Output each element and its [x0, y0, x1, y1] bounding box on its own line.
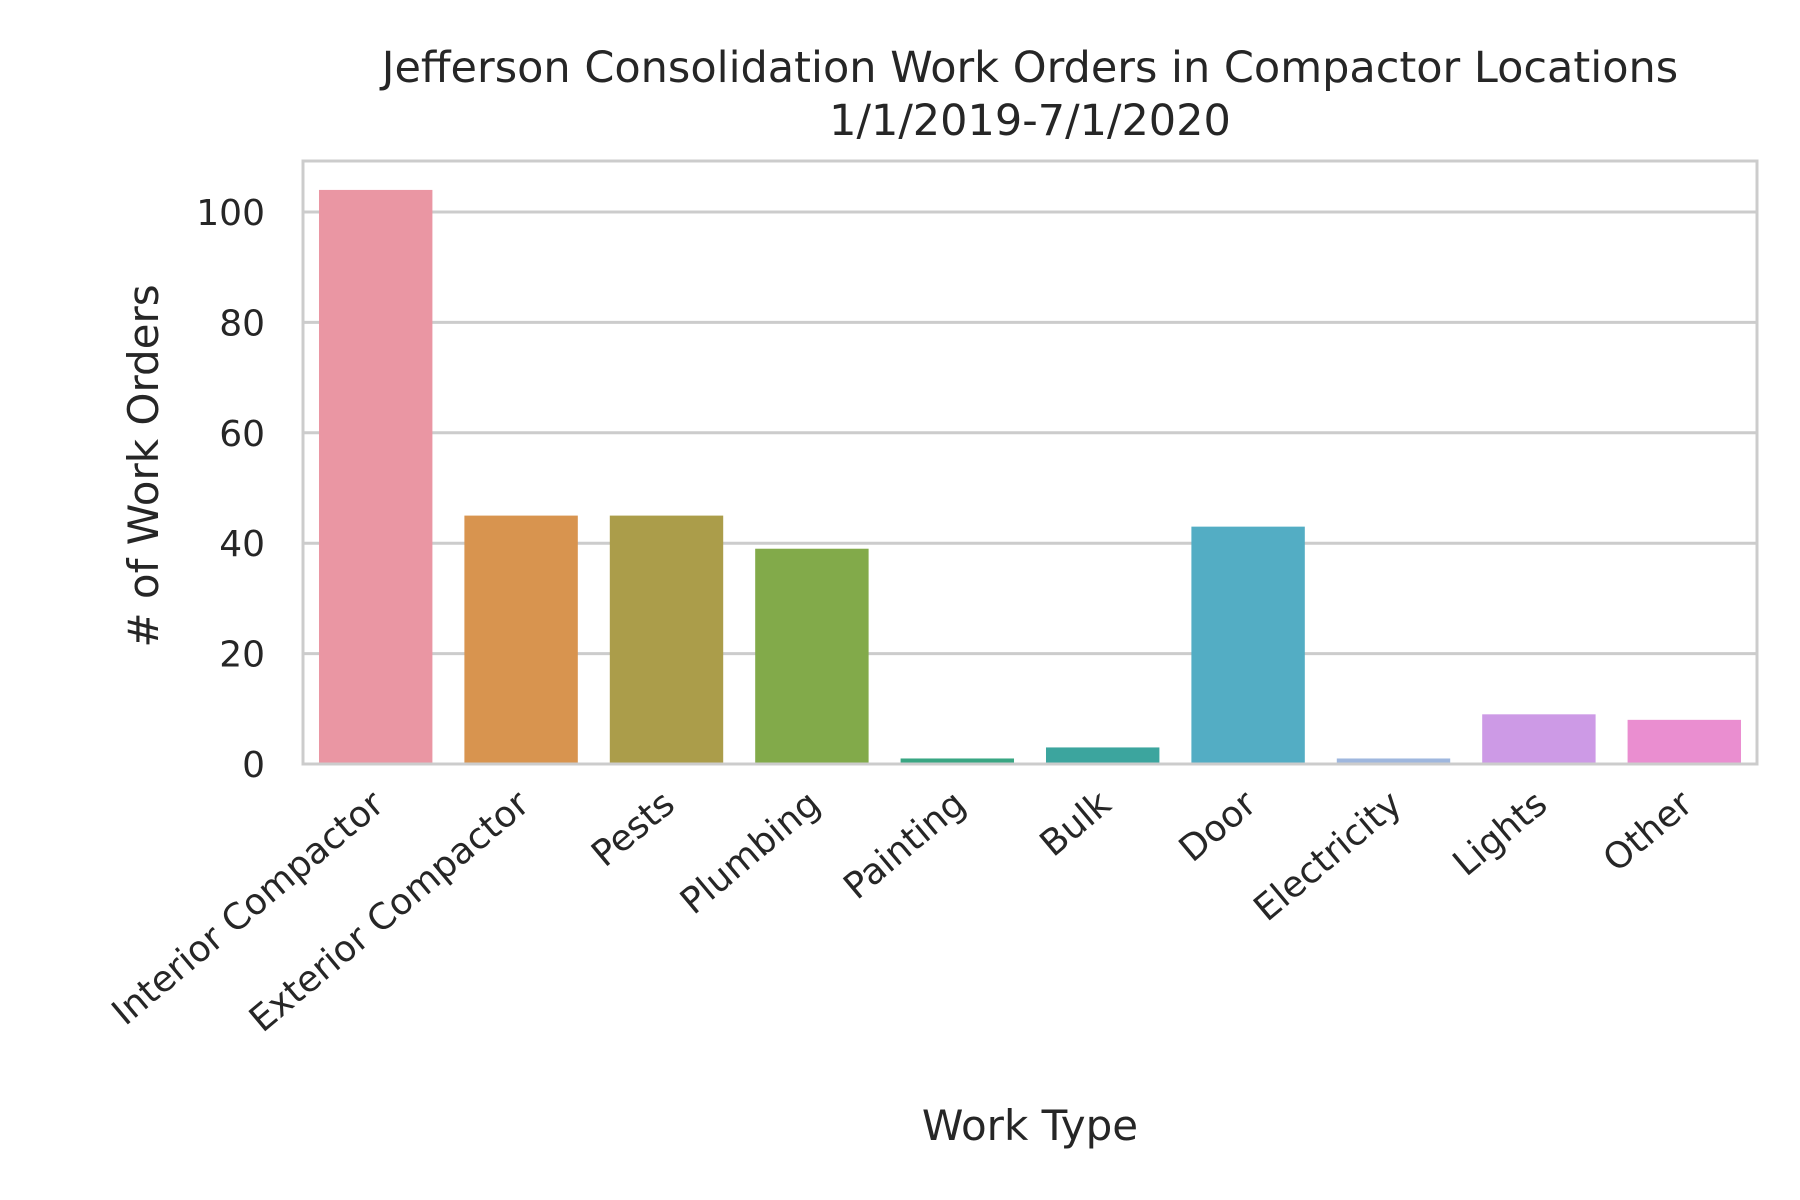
chart-title-line-1: Jefferson Consolidation Work Orders in C… — [379, 43, 1678, 93]
y-tick-labels: 0 20 40 60 80 100 — [196, 193, 265, 786]
x-tick-label: Pests — [584, 783, 683, 875]
x-tick-label: Bulk — [1033, 783, 1120, 865]
x-axis-label: Work Type — [922, 1101, 1138, 1150]
x-tick-label: Painting — [836, 783, 973, 907]
bar — [1482, 714, 1596, 764]
x-tick-label: Lights — [1446, 783, 1556, 884]
bar — [1336, 758, 1451, 764]
bar — [755, 548, 869, 764]
y-tick-label: 60 — [219, 414, 265, 455]
x-tick-label: Other — [1596, 783, 1701, 880]
y-tick-label: 20 — [219, 635, 265, 676]
bar — [464, 515, 578, 764]
bar — [609, 515, 724, 764]
chart-title-line-2: 1/1/2019-7/1/2020 — [829, 96, 1231, 146]
x-tick-label: Door — [1172, 783, 1265, 870]
plot-frame — [301, 159, 1759, 766]
bars — [318, 189, 1742, 765]
x-tick-label: Plumbing — [673, 783, 828, 922]
y-tick-label: 80 — [219, 303, 265, 344]
bar — [900, 758, 1015, 764]
bar — [318, 189, 433, 765]
y-tick-label: 0 — [242, 745, 265, 786]
y-axis-label: # of Work Orders — [119, 284, 168, 647]
x-tick-label: Electricity — [1246, 783, 1409, 929]
bar — [1191, 526, 1305, 764]
bar — [1045, 747, 1160, 764]
x-tick-label: Exterior Compactor — [242, 783, 538, 1040]
x-tick-label: Interior Compactor — [105, 783, 392, 1033]
y-tick-label: 40 — [219, 524, 265, 565]
bar — [1627, 719, 1742, 764]
y-tick-label: 100 — [196, 193, 265, 234]
